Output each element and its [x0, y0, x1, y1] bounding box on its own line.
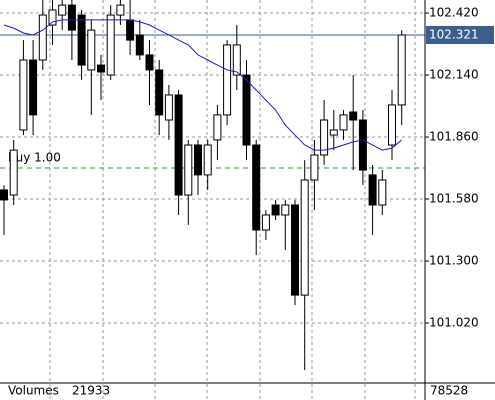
y-tick-label: 102.420 [429, 6, 479, 20]
y-tick-label: 102.140 [429, 68, 479, 82]
candle-body [145, 54, 154, 71]
candle-body [368, 174, 377, 206]
candle-body [58, 4, 67, 16]
volume-label: Volumes [8, 384, 59, 398]
candle-body [9, 149, 18, 196]
candle-body [135, 34, 144, 56]
candle-body [126, 19, 135, 41]
candle-body [164, 94, 173, 121]
candle-body [291, 204, 299, 296]
candle-body [349, 111, 358, 121]
candle-body [320, 119, 329, 156]
candle-body [77, 14, 86, 66]
bid-box [426, 25, 494, 44]
candle-body [38, 14, 47, 61]
candle-body [358, 119, 367, 171]
candle-body [300, 179, 309, 296]
candle-body [203, 144, 212, 176]
volume-value: 21933 [72, 384, 110, 398]
candle-body [281, 204, 290, 216]
candle-body [397, 34, 406, 106]
y-tick-label: 101.300 [429, 254, 479, 268]
candle-body [339, 114, 348, 131]
candle-body [106, 14, 115, 76]
candle-body [378, 179, 387, 206]
candle-body [184, 144, 193, 196]
candle-body [232, 44, 241, 76]
bid-label: 102.321 [429, 27, 479, 41]
candle-body [97, 64, 105, 73]
candle-body [194, 144, 202, 176]
candle-body [19, 59, 28, 131]
candle-body [223, 44, 232, 116]
candle-body [310, 154, 319, 181]
y-tick-label: 101.580 [429, 192, 479, 206]
candle-body [116, 4, 125, 16]
candle-body [252, 144, 261, 231]
y-tick-label: 101.020 [429, 316, 479, 330]
candle-body [174, 94, 183, 196]
candle-body [271, 204, 280, 216]
candle-body [242, 74, 251, 146]
candle-body [67, 4, 76, 31]
candle-body [87, 29, 96, 71]
candle-body [29, 59, 38, 116]
candle-body [48, 9, 57, 26]
moving-average [3, 19, 403, 151]
candle-body [213, 114, 222, 141]
candle-body [388, 104, 396, 146]
candle-body [329, 129, 338, 136]
candle-body [155, 69, 164, 116]
y-tick-label: 101.860 [429, 130, 479, 144]
volume-scale: 78528 [430, 384, 468, 398]
candle-body [0, 189, 8, 201]
order-label: buy 1.00 [8, 151, 61, 165]
candle-body [261, 214, 270, 231]
